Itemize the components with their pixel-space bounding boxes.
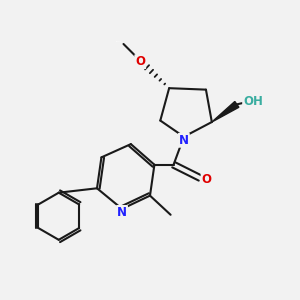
Text: O: O [135, 55, 145, 68]
Text: methyl: methyl [179, 216, 184, 217]
Polygon shape [212, 101, 239, 122]
Text: N: N [179, 134, 189, 147]
Text: O: O [202, 173, 212, 186]
Text: methoxy: methoxy [120, 42, 127, 43]
Text: methoxy: methoxy [120, 38, 127, 40]
Text: N: N [117, 206, 127, 219]
Text: OH: OH [243, 95, 263, 108]
Text: methoxy: methoxy [116, 40, 122, 42]
